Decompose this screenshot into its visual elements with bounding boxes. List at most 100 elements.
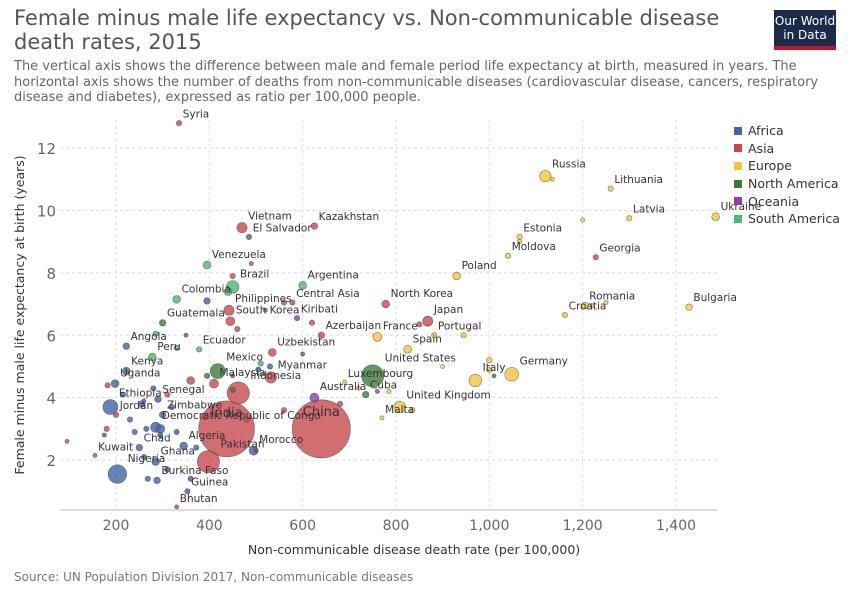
point-label: Philippines xyxy=(235,293,292,305)
legend-label: Africa xyxy=(748,123,784,139)
point-label: Luxembourg xyxy=(348,368,413,380)
point-label: Germany xyxy=(520,355,568,367)
data-point xyxy=(336,400,343,407)
data-point-nigeria xyxy=(107,464,127,484)
point-label: Russia xyxy=(552,158,586,170)
source-note[interactable]: Source: UN Population Division 2017, Non… xyxy=(14,570,414,584)
data-point-bulgaria xyxy=(685,303,693,311)
point-label: Jordan xyxy=(119,400,153,412)
data-point-ukraine xyxy=(711,212,720,221)
point-label: Guinea xyxy=(191,477,228,489)
legend-label: North America xyxy=(748,176,839,192)
data-point xyxy=(386,389,392,394)
data-point xyxy=(234,326,241,333)
data-point-poland xyxy=(452,271,461,281)
data-point xyxy=(186,376,195,385)
legend: Africa Asia Europe North America Oceania Sout… xyxy=(734,122,840,228)
y-tick-label: 8 xyxy=(46,265,56,283)
point-label: Uzbekistan xyxy=(277,337,335,349)
point-label: Croatia xyxy=(569,300,607,312)
data-point xyxy=(144,475,151,482)
point-label: Georgia xyxy=(599,243,640,255)
data-point-germany xyxy=(504,367,519,382)
legend-swatch xyxy=(734,144,742,153)
data-point xyxy=(255,366,262,373)
data-point-senegal xyxy=(154,395,162,403)
legend-item-north-america[interactable]: North America xyxy=(734,175,840,193)
data-point-malaysia xyxy=(209,378,219,389)
x-tick-label: 600 xyxy=(289,518,316,534)
point-label: Morocco xyxy=(259,434,303,446)
data-point xyxy=(187,475,194,482)
y-tick-label: 2 xyxy=(46,452,56,470)
data-point xyxy=(266,363,273,370)
point-label: Kazakhstan xyxy=(319,211,380,223)
point-label: Romania xyxy=(589,290,635,302)
data-point xyxy=(120,391,127,398)
owid-logo[interactable]: Our World in Data xyxy=(774,10,836,50)
legend-item-africa[interactable]: Africa xyxy=(734,122,840,140)
data-point xyxy=(243,416,250,423)
point-label: Indonesia xyxy=(250,370,301,382)
data-point-pakistan xyxy=(196,450,220,474)
data-point-jordan xyxy=(113,411,120,418)
legend-item-europe[interactable]: Europe xyxy=(734,157,840,175)
point-label: United States xyxy=(385,353,456,365)
point-label: Chad xyxy=(144,432,171,444)
data-point xyxy=(253,448,259,454)
data-point-chad xyxy=(135,444,143,452)
point-label: Nigeria xyxy=(128,453,166,465)
data-point-ecuador xyxy=(196,346,203,353)
point-label: South Korea xyxy=(236,305,300,317)
point-label: Ghana xyxy=(161,446,195,458)
point-label: Portugal xyxy=(438,321,482,333)
point-label: El Salvador xyxy=(253,222,313,234)
data-point xyxy=(262,307,268,313)
point-label: Ethiopia xyxy=(119,388,162,400)
point-label: Kuwait xyxy=(98,441,133,453)
data-point-japan xyxy=(422,315,434,327)
point-label: Bulgaria xyxy=(693,292,737,304)
point-label: India xyxy=(211,406,243,421)
x-tick-label: 400 xyxy=(196,518,223,534)
data-point-guinea xyxy=(184,488,191,495)
data-point xyxy=(416,321,423,328)
point-label: Uganda xyxy=(120,368,161,380)
data-point xyxy=(486,357,493,364)
data-point-mexico xyxy=(209,363,226,379)
data-point-luxembourg xyxy=(342,379,348,385)
data-point xyxy=(104,382,111,389)
data-point-georgia xyxy=(592,254,599,261)
data-point xyxy=(169,404,176,411)
data-point xyxy=(603,300,609,305)
data-point xyxy=(486,366,493,373)
data-point-colombia xyxy=(172,295,181,304)
point-label: Myanmar xyxy=(278,360,328,372)
legend-item-oceania[interactable]: Oceania xyxy=(734,192,840,210)
data-point-syria xyxy=(176,120,183,127)
point-label: Kiribati xyxy=(301,303,338,315)
legend-item-south-america[interactable]: South America xyxy=(734,210,840,228)
point-label: Japan xyxy=(433,304,463,316)
point-label: Senegal xyxy=(162,384,204,396)
data-point xyxy=(157,432,164,439)
legend-label: Asia xyxy=(748,140,775,156)
x-axis-label: Non-communicable disease death rate (per… xyxy=(248,542,580,557)
point-label: Syria xyxy=(183,108,210,120)
data-point-philippines xyxy=(223,304,235,316)
data-point xyxy=(460,332,467,339)
data-point-kenya xyxy=(122,366,131,376)
data-point-north-korea xyxy=(381,299,390,309)
legend-swatch xyxy=(734,161,742,170)
data-point-united-states xyxy=(361,364,385,388)
point-label: Kenya xyxy=(131,355,163,367)
legend-item-asia[interactable]: Asia xyxy=(734,140,840,158)
point-label: Latvia xyxy=(633,204,665,216)
data-point xyxy=(549,176,555,182)
data-point-australia xyxy=(309,392,320,403)
data-point xyxy=(280,407,287,414)
point-label: Algeria xyxy=(189,430,226,442)
data-point-india xyxy=(198,400,255,458)
chart-subtitle: The vertical axis shows the difference b… xyxy=(14,59,819,105)
point-label: Mexico xyxy=(226,352,263,364)
